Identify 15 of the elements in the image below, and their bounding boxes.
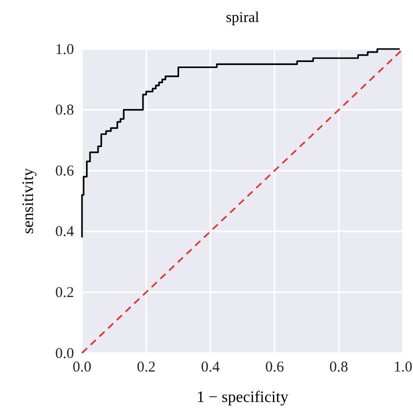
y-tick-label: 0.4 — [55, 224, 74, 240]
y-tick-label: 0.6 — [55, 163, 74, 180]
x-axis-title: 1 − specificity — [196, 389, 288, 406]
chart-title: spiral — [226, 10, 260, 26]
y-tick-label: 1.0 — [55, 42, 74, 58]
x-tick-label: 0.8 — [329, 360, 348, 376]
y-axis-title: sensitivity — [20, 168, 37, 234]
y-tick-label: 0.8 — [55, 102, 74, 119]
x-tick-label: 1.0 — [394, 360, 412, 376]
x-tick-label: 0.2 — [136, 360, 156, 376]
x-tick-label: 0.0 — [72, 360, 92, 376]
x-tick-label: 0.4 — [201, 360, 220, 376]
x-tick-label: 0.6 — [265, 360, 284, 376]
y-tick-label: 0.2 — [55, 285, 74, 301]
y-tick-label: 0.0 — [55, 346, 74, 362]
